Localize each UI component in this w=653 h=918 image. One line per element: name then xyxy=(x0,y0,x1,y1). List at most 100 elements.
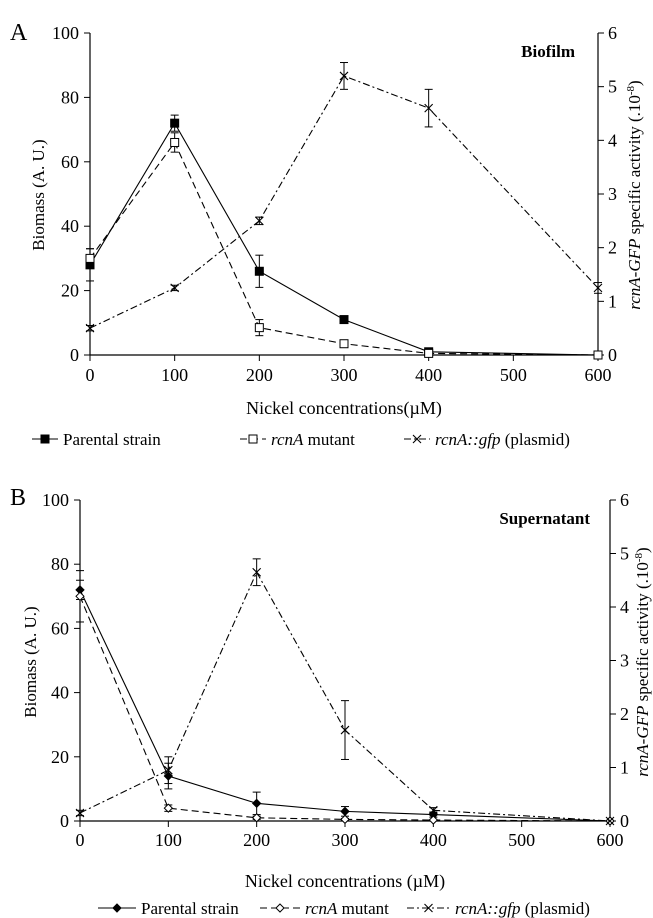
data-point xyxy=(340,814,350,825)
x-axis-label: Nickel concentrations(µM) xyxy=(246,398,442,419)
series-line xyxy=(79,589,611,822)
label-part: ) xyxy=(625,80,644,86)
label-part: mutant xyxy=(337,899,389,918)
legend-marker xyxy=(275,903,285,913)
x-tick-label: 200 xyxy=(243,830,270,850)
panel-title: Supernatant xyxy=(499,509,590,528)
data-point xyxy=(254,323,264,333)
series-line xyxy=(79,570,611,822)
y2-tick-label: 4 xyxy=(620,597,629,617)
legend-marker xyxy=(248,434,258,444)
data-point xyxy=(251,798,262,809)
series-2 xyxy=(75,558,615,826)
series-line xyxy=(89,141,599,356)
x-tick-label: 100 xyxy=(161,365,188,385)
label-part: specific activity (.10 xyxy=(633,562,652,706)
legend-marker xyxy=(412,434,422,444)
y2-tick-label: 3 xyxy=(608,184,617,204)
series-line xyxy=(89,122,599,356)
data-point xyxy=(340,725,350,735)
y2-axis-label: rcnA-GFP specific activity (.10-8) xyxy=(633,547,652,776)
y-axis-label: Biomass (A. U.) xyxy=(21,606,40,717)
x-tick-label: 0 xyxy=(76,830,85,850)
legend-item-0: Parental strain xyxy=(98,899,239,918)
legend-item-2: rcnA::gfp (plasmid) xyxy=(407,899,590,918)
x-axis-label: Nickel concentrations (µM) xyxy=(245,871,445,892)
legend-item-1: rcnA mutant xyxy=(260,899,389,918)
label-superscript: -8 xyxy=(633,552,645,562)
x-tick-label: 400 xyxy=(420,830,447,850)
series-line xyxy=(89,75,599,329)
y2-tick-label: 2 xyxy=(620,704,629,724)
data-point xyxy=(593,283,603,293)
data-point xyxy=(339,315,349,325)
label-italic: rcnA xyxy=(271,430,304,449)
y-tick-label: 0 xyxy=(70,345,79,365)
label-superscript: -8 xyxy=(625,85,637,95)
label-part: (plasmid) xyxy=(520,899,589,918)
legend-item-0: Parental strain xyxy=(32,430,161,449)
label-part: mutant xyxy=(303,430,355,449)
label-italic: rcnA::gfp xyxy=(435,430,500,449)
y2-tick-label: 1 xyxy=(608,291,617,311)
x-tick-label: 600 xyxy=(597,830,624,850)
y-tick-label: 100 xyxy=(52,23,79,43)
data-point xyxy=(163,803,174,813)
data-point xyxy=(424,348,434,358)
y-tick-label: 20 xyxy=(61,281,79,301)
y2-tick-label: 4 xyxy=(608,130,617,150)
panel-title: Biofilm xyxy=(521,42,575,61)
series-line xyxy=(79,596,611,822)
panel-label: B xyxy=(10,485,26,511)
panel-label: A xyxy=(10,20,28,46)
x-tick-label: 500 xyxy=(508,830,535,850)
label-part: (plasmid) xyxy=(500,430,569,449)
label-part: Parental strain xyxy=(63,430,161,449)
y-tick-label: 60 xyxy=(51,618,69,638)
data-point xyxy=(428,815,439,825)
label-part: specific activity (.10 xyxy=(625,95,644,239)
label-italic: rcnA xyxy=(305,899,338,918)
y-tick-label: 0 xyxy=(60,811,69,831)
x-tick-label: 300 xyxy=(331,365,358,385)
y-tick-label: 100 xyxy=(42,490,69,510)
x-tick-label: 500 xyxy=(500,365,527,385)
y2-tick-label: 0 xyxy=(608,345,617,365)
x-tick-label: 600 xyxy=(585,365,612,385)
legend-label: rcnA mutant xyxy=(305,899,389,918)
y2-tick-label: 6 xyxy=(608,23,617,43)
data-point xyxy=(170,283,180,293)
data-point xyxy=(251,813,262,823)
x-tick-label: 300 xyxy=(332,830,359,850)
legend-item-1: rcnA mutant xyxy=(240,430,355,449)
data-point xyxy=(340,806,350,817)
data-point xyxy=(339,71,349,81)
legend-label: Parental strain xyxy=(63,430,161,449)
data-point xyxy=(170,137,180,147)
series-1 xyxy=(85,132,603,360)
series-1 xyxy=(75,570,615,826)
data-point xyxy=(75,591,85,602)
legend-marker xyxy=(112,903,122,913)
x-tick-label: 0 xyxy=(86,365,95,385)
legend-label: rcnA::gfp (plasmid) xyxy=(455,899,590,918)
data-point xyxy=(424,103,434,113)
data-point xyxy=(85,323,95,333)
label-italic: rcnA-GFP xyxy=(633,706,652,777)
label-part: ) xyxy=(633,547,652,553)
data-point xyxy=(254,216,264,226)
legend-item-2: rcnA::gfp (plasmid) xyxy=(404,430,570,449)
label-italic: rcnA::gfp xyxy=(455,899,520,918)
legend-marker xyxy=(424,903,433,913)
legend-label: Parental strain xyxy=(141,899,239,918)
y-axis-label: Biomass (A. U.) xyxy=(29,139,48,250)
data-point xyxy=(170,118,180,128)
data-point xyxy=(75,808,85,818)
data-point xyxy=(428,805,438,815)
data-point xyxy=(252,567,262,577)
series-2 xyxy=(85,62,603,333)
legend-label: rcnA mutant xyxy=(271,430,355,449)
